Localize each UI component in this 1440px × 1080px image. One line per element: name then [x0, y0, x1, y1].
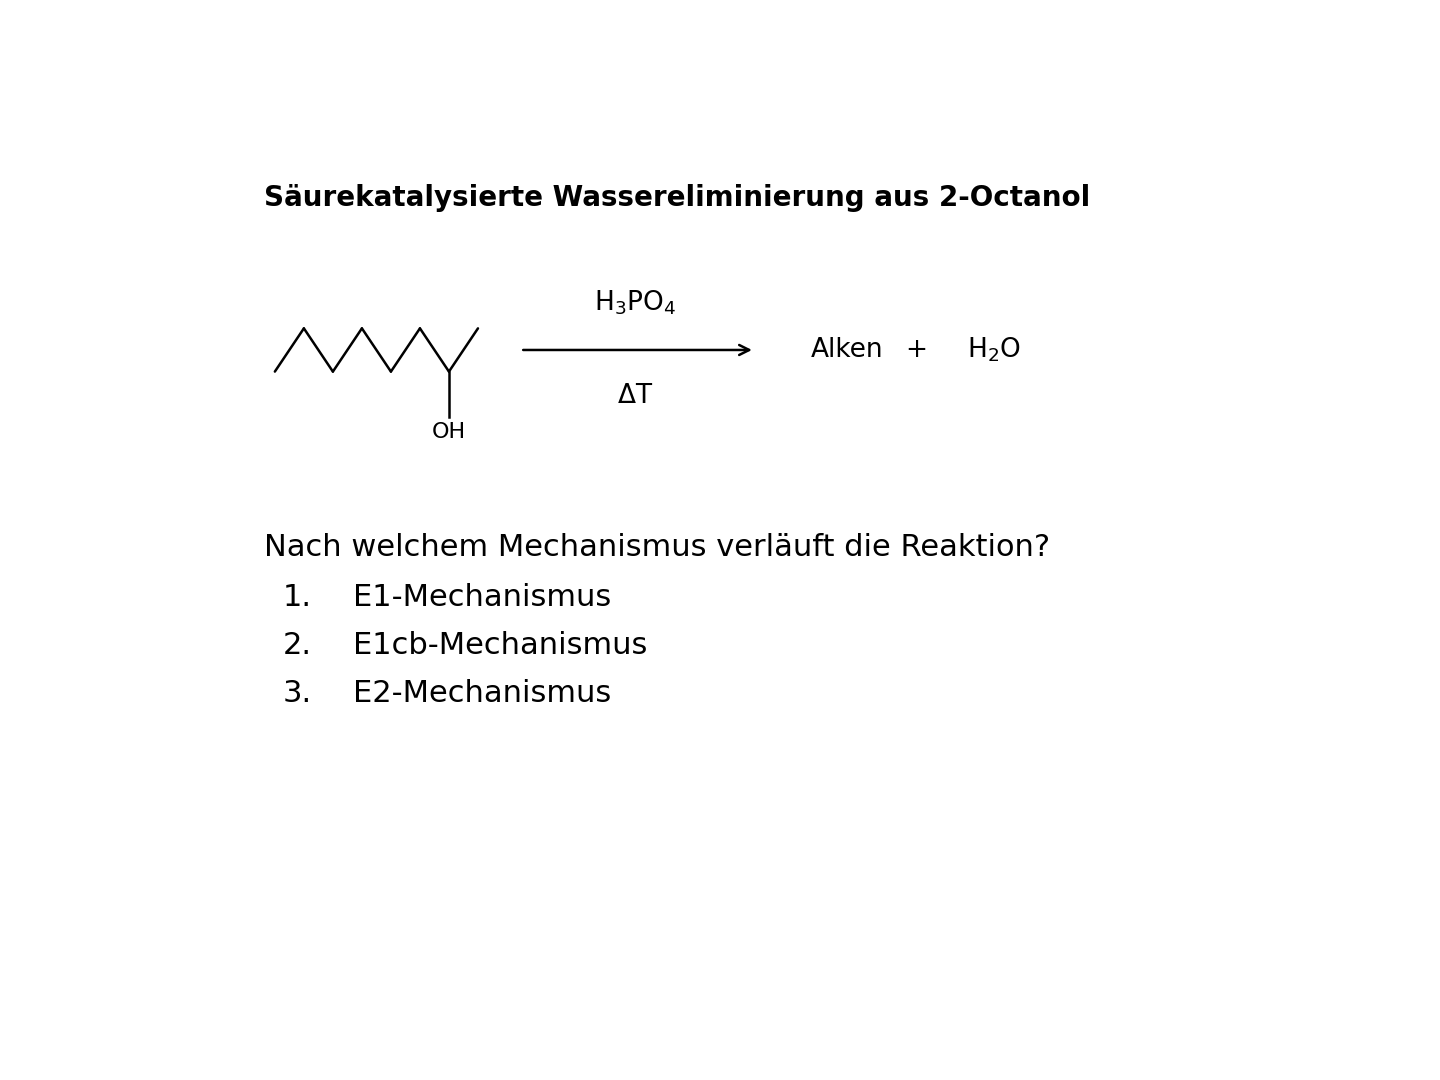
Text: Säurekatalysierte Wassereliminierung aus 2-Octanol: Säurekatalysierte Wassereliminierung aus…: [264, 184, 1090, 212]
Text: E1-Mechanismus: E1-Mechanismus: [353, 583, 611, 612]
Text: Alken: Alken: [811, 337, 883, 363]
Text: 3.: 3.: [282, 679, 311, 708]
Text: E2-Mechanismus: E2-Mechanismus: [353, 679, 611, 708]
Text: H$_3$PO$_4$: H$_3$PO$_4$: [595, 288, 677, 316]
Text: 2.: 2.: [282, 631, 311, 660]
Text: E1cb-Mechanismus: E1cb-Mechanismus: [353, 631, 648, 660]
Text: +: +: [906, 337, 927, 363]
Text: Nach welchem Mechanismus verläuft die Reaktion?: Nach welchem Mechanismus verläuft die Re…: [264, 532, 1050, 562]
Text: H$_2$O: H$_2$O: [966, 336, 1021, 364]
Text: $\Delta$T: $\Delta$T: [618, 383, 654, 409]
Text: OH: OH: [432, 422, 467, 443]
Text: 1.: 1.: [282, 583, 311, 612]
